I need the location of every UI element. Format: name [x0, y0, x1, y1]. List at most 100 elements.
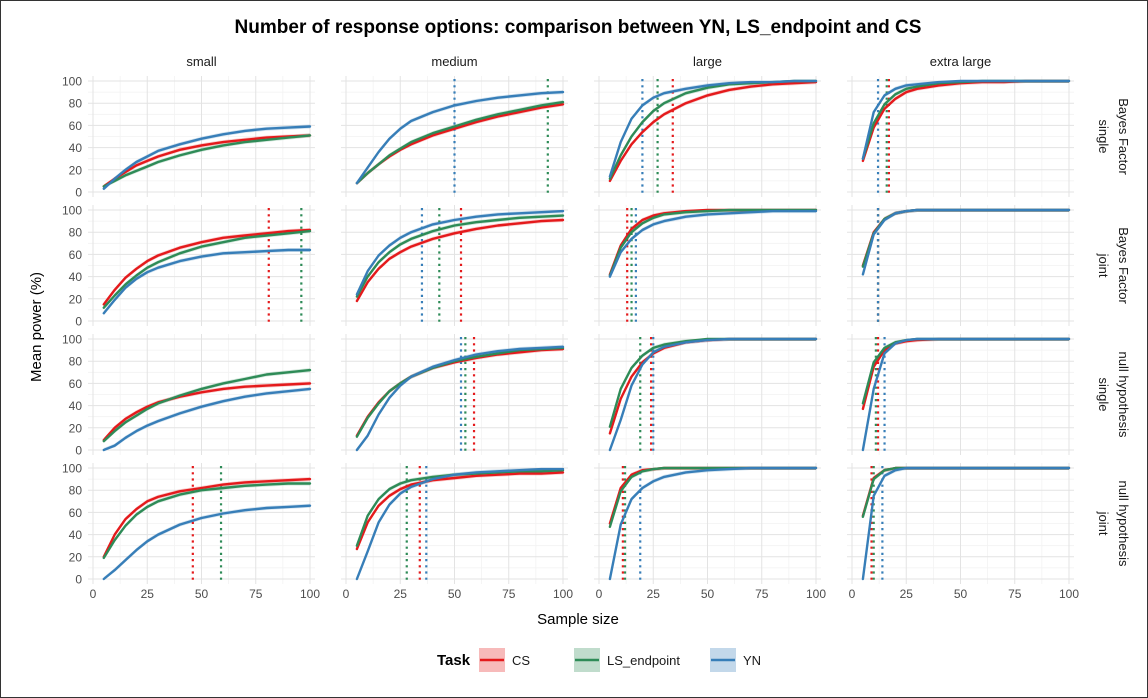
ribbon-ls-endpoint — [103, 133, 310, 189]
y-tick-label: 20 — [69, 421, 83, 435]
series-line-yn — [355, 209, 565, 296]
series-line-cs — [102, 477, 312, 558]
x-tick-label: 0 — [90, 587, 97, 601]
panel-r2-c3 — [594, 205, 821, 326]
panel-r1-c1 — [88, 76, 315, 197]
panel-r4-c2 — [341, 463, 568, 584]
row-facet-sublabel: single — [1096, 120, 1111, 154]
panel-r3-c4 — [847, 334, 1074, 455]
series-line-yn — [355, 90, 565, 185]
x-tick-label: 25 — [900, 587, 914, 601]
series-line-cs — [608, 80, 818, 183]
y-tick-label: 40 — [69, 270, 83, 284]
y-axis-title: Mean power (%) — [28, 272, 45, 382]
col-facet-label-small: small — [186, 54, 216, 69]
series-line-yn — [102, 504, 312, 581]
col-facet-label-extra-large: extra large — [930, 54, 991, 69]
y-tick-label: 40 — [69, 399, 83, 413]
series-line-yn — [608, 79, 818, 178]
legend-label-cs: CS — [512, 653, 530, 668]
y-tick-label: 80 — [69, 355, 83, 369]
series-line-yn — [861, 79, 1071, 160]
series-line-ls-endpoint — [355, 100, 565, 185]
y-tick-label: 40 — [69, 141, 83, 155]
x-tick-label: 50 — [954, 587, 968, 601]
y-tick-label: 60 — [69, 119, 83, 133]
x-tick-label: 100 — [553, 587, 573, 601]
y-tick-label: 20 — [69, 292, 83, 306]
ribbon-yn — [356, 210, 563, 297]
x-tick-label: 75 — [249, 587, 263, 601]
x-tick-label: 100 — [1059, 587, 1079, 601]
x-tick-label: 75 — [1008, 587, 1022, 601]
y-tick-label: 0 — [75, 573, 82, 587]
y-tick-label: 40 — [69, 528, 83, 542]
series-line-yn — [102, 387, 312, 452]
series-line-ls-endpoint — [102, 229, 312, 309]
legend-label-yn: YN — [743, 653, 761, 668]
legend: Task CS LS_endpoint YN — [437, 648, 761, 672]
row-facet-sublabel: joint — [1096, 253, 1111, 278]
x-tick-label: 0 — [343, 587, 350, 601]
panel-r2-c2 — [341, 205, 568, 326]
row-facet-label: Bayes Factor — [1116, 98, 1131, 175]
x-tick-label: 75 — [502, 587, 516, 601]
y-tick-label: 20 — [69, 550, 83, 564]
series-line-ls-endpoint — [102, 134, 312, 188]
panels-layer: small medium large extra large Bayes Factor s… — [62, 54, 1131, 601]
x-tick-label: 25 — [394, 587, 408, 601]
y-tick-label: 0 — [75, 186, 82, 200]
y-tick-label: 100 — [62, 75, 82, 89]
x-tick-label: 50 — [448, 587, 462, 601]
series-line-yn — [102, 248, 312, 315]
legend-label-ls-endpoint: LS_endpoint — [607, 653, 680, 668]
panel-r1-c2 — [341, 76, 568, 197]
series-line-yn — [861, 337, 1071, 452]
y-tick-label: 20 — [69, 163, 83, 177]
panel-r2-c1 — [88, 205, 315, 326]
panel-r3-c3 — [594, 334, 821, 455]
panel-r4-c1 — [88, 463, 315, 584]
series-line-cs — [102, 228, 312, 306]
x-tick-label: 25 — [141, 587, 155, 601]
y-tick-label: 0 — [75, 315, 82, 329]
panel-r3-c1 — [88, 334, 315, 455]
panel-r2-c4 — [847, 205, 1074, 326]
y-tick-label: 60 — [69, 506, 83, 520]
series-line-yn — [861, 208, 1071, 276]
x-tick-label: 50 — [195, 587, 209, 601]
series-line-yn — [102, 125, 312, 190]
panel-r4-c3 — [594, 463, 821, 584]
y-tick-label: 0 — [75, 444, 82, 458]
series-line-ls-endpoint — [102, 482, 312, 560]
x-tick-label: 100 — [300, 587, 320, 601]
y-tick-label: 100 — [62, 462, 82, 476]
series-line-yn — [608, 337, 818, 452]
row-facet-label: null hypothesis — [1116, 352, 1131, 438]
legend-item-yn: YN — [710, 648, 761, 672]
series-line-yn — [608, 209, 818, 278]
series-line-ls-endpoint — [355, 214, 565, 298]
col-facet-label-large: large — [693, 54, 722, 69]
y-tick-label: 60 — [69, 248, 83, 262]
series-line-yn — [355, 467, 565, 581]
row-facet-sublabel: single — [1096, 378, 1111, 412]
y-tick-label: 80 — [69, 484, 83, 498]
series-line-yn — [608, 466, 818, 581]
series-line-cs — [102, 134, 312, 188]
panel-r1-c3 — [594, 76, 821, 197]
y-tick-label: 80 — [69, 226, 83, 240]
row-facet-sublabel: joint — [1096, 511, 1111, 536]
x-tick-label: 50 — [701, 587, 715, 601]
x-tick-label: 100 — [806, 587, 826, 601]
series-line-yn — [861, 466, 1071, 581]
legend-item-cs: CS — [479, 648, 530, 672]
panel-r1-c4 — [847, 76, 1074, 197]
x-axis-title: Sample size — [537, 611, 619, 628]
series-line-yn — [355, 345, 565, 452]
panel-r3-c2 — [341, 334, 568, 455]
panel-r4-c4 — [847, 463, 1074, 584]
y-tick-label: 80 — [69, 97, 83, 111]
ribbon-ls-endpoint — [103, 481, 310, 560]
